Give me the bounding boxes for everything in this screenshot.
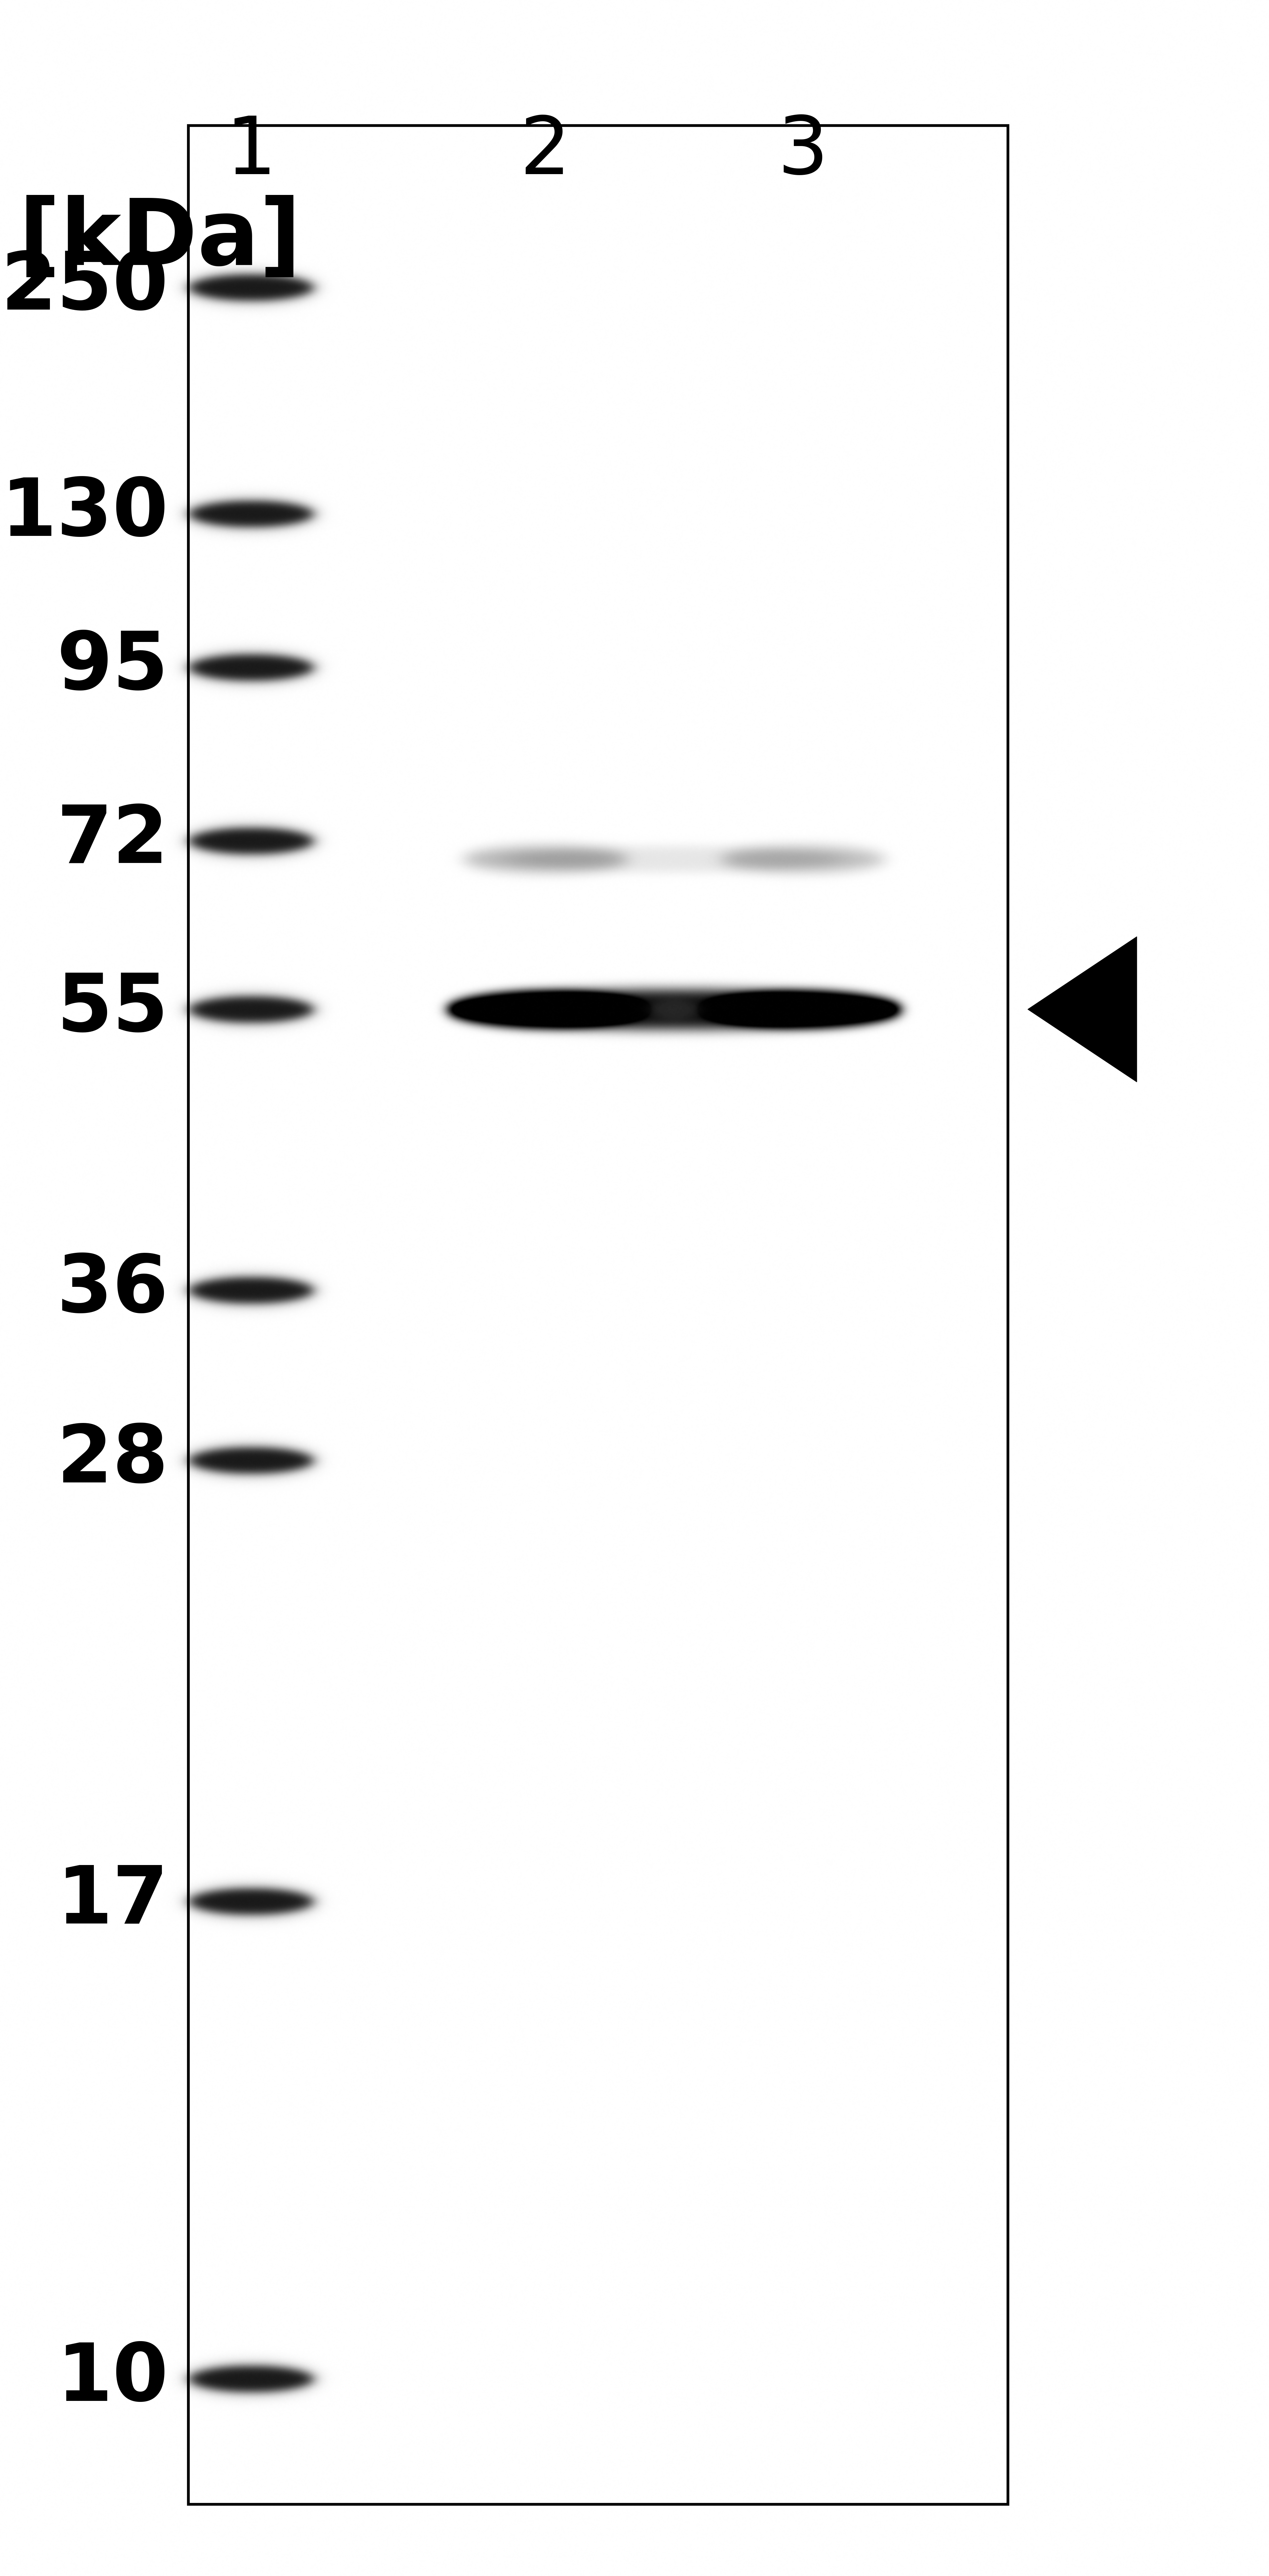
- Text: 55: 55: [57, 971, 169, 1048]
- Text: 36: 36: [57, 1252, 169, 1329]
- Text: 3: 3: [778, 113, 829, 191]
- Text: 95: 95: [57, 629, 169, 706]
- Text: 17: 17: [57, 1862, 169, 1940]
- Bar: [188, 126, 1008, 2504]
- Text: 250: 250: [1, 247, 169, 327]
- Text: 10: 10: [57, 2339, 169, 2419]
- Text: 1: 1: [226, 113, 277, 191]
- Text: [kDa]: [kDa]: [18, 196, 301, 283]
- Text: 130: 130: [1, 474, 169, 554]
- Text: 72: 72: [57, 801, 169, 881]
- Polygon shape: [1028, 938, 1137, 1082]
- Text: 28: 28: [57, 1422, 169, 1499]
- Text: 2: 2: [520, 113, 571, 191]
